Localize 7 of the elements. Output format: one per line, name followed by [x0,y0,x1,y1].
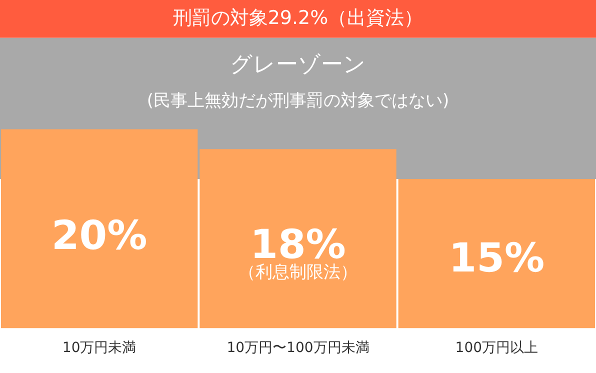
data-label: 15% [448,235,545,282]
band-label: グレーゾーン (民事上無効だが刑事罰の対象ではない) [146,52,450,111]
x-tick-label: 10万円〜100万円未満 [226,340,370,356]
x-tick-label: 10万円未満 [62,340,136,356]
x-tick-label: 100万円以上 [455,340,538,356]
band-label: 刑罰の対象29.2%（出資法） [172,6,424,29]
data-label: 20% [51,213,148,260]
